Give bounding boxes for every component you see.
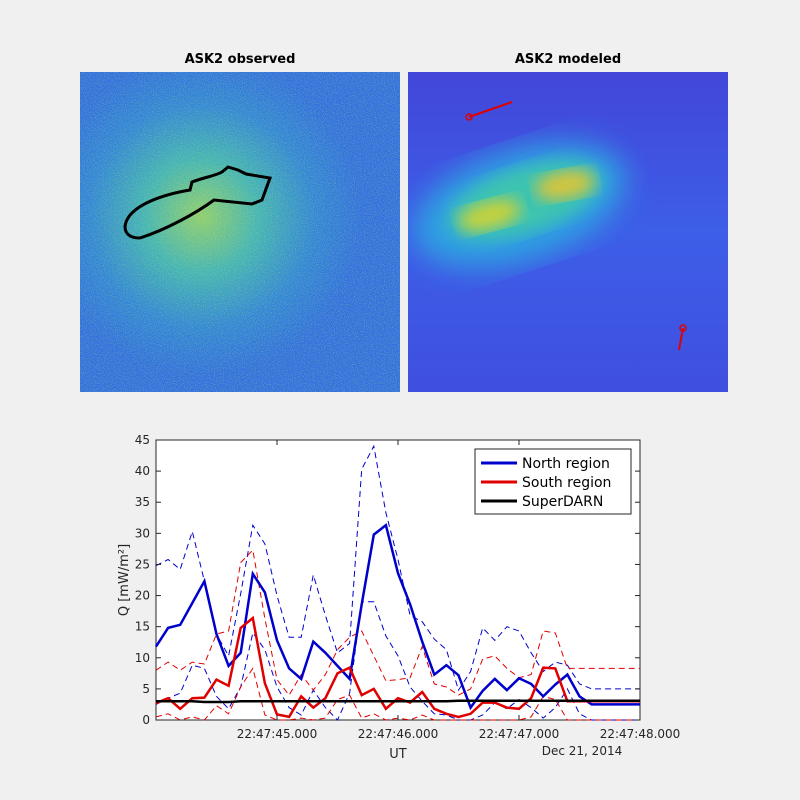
series-1-line [155, 615, 640, 719]
y-tick-label: 30 [135, 526, 150, 540]
y-tick-label: 25 [135, 557, 150, 571]
series-2-line [156, 699, 640, 704]
y-tick-label: 5 [142, 682, 150, 696]
x-axis-label: UT [389, 747, 407, 762]
image-panels [80, 72, 728, 392]
x-tick-label: 22:47:48.000 [600, 727, 681, 741]
y-tick-label: 20 [135, 589, 150, 603]
legend-north: North region [522, 456, 610, 472]
x-tick-label: 22:47:45.000 [237, 727, 318, 741]
arc-contour [123, 165, 273, 240]
y-tick-label: 10 [135, 651, 150, 665]
y-tick-label: 15 [135, 620, 150, 634]
observed-image [80, 72, 400, 392]
modeled-image [408, 72, 728, 392]
y-tick-label: 40 [135, 464, 150, 478]
legend-superdarn: SuperDARN [522, 494, 603, 510]
y-tick-label: 35 [135, 495, 150, 509]
legend: North region South region SuperDARN [474, 448, 632, 515]
modeled-title: ASK2 modeled [514, 52, 622, 67]
x-tick-label: 22:47:46.000 [358, 727, 439, 741]
red-vector-top [468, 101, 513, 118]
x-tick-label: 22:47:47.000 [479, 727, 560, 741]
date-label: Dec 21, 2014 [542, 744, 622, 758]
observed-title: ASK2 observed [184, 52, 296, 67]
y-tick-label: 0 [142, 713, 150, 727]
legend-south: South region [522, 475, 611, 491]
y-tick-label: 45 [135, 433, 150, 447]
series-0-upper-line [155, 444, 640, 692]
y-axis-label: Q [mW/m²] [117, 544, 132, 616]
series-1-upper-line [155, 549, 640, 696]
